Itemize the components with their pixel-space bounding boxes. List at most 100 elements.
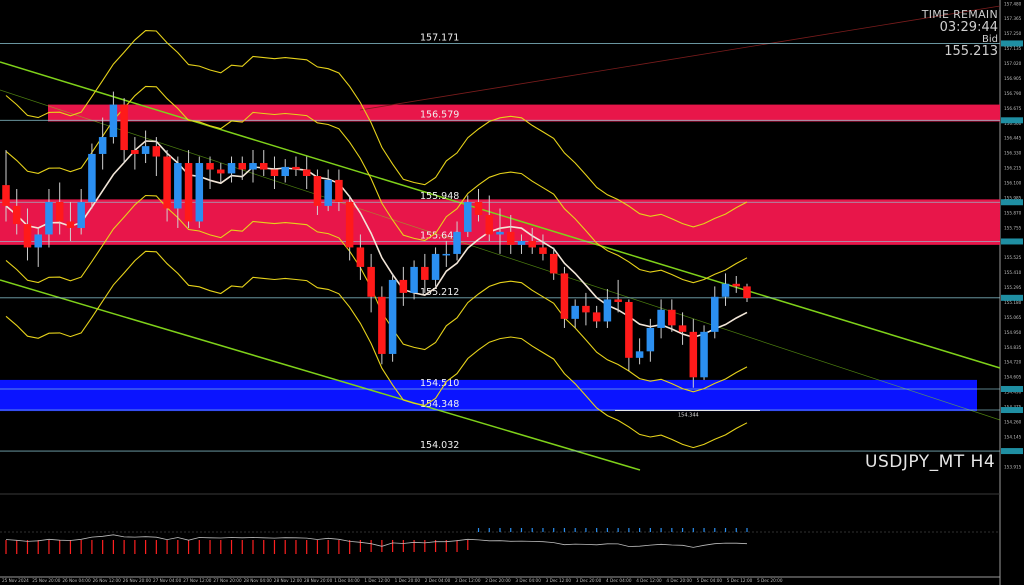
candle-body bbox=[34, 234, 42, 248]
candle-body bbox=[238, 163, 247, 170]
candle-body bbox=[442, 253, 451, 256]
zone-supply-upper bbox=[48, 104, 1000, 122]
candle-body bbox=[109, 104, 118, 138]
x-tick-label: 27 Nov 04:00 bbox=[153, 578, 182, 583]
candle-body bbox=[195, 163, 204, 222]
candle-body bbox=[657, 309, 665, 328]
x-tick-label: 3 Dec 04:00 bbox=[515, 578, 541, 583]
y-tick-label: 155.870 bbox=[1004, 210, 1022, 215]
channel-line bbox=[0, 89, 1001, 421]
y-tick-label: 157.135 bbox=[1004, 46, 1022, 51]
timer-label: TIME REMAIN bbox=[921, 8, 998, 21]
candle-body bbox=[378, 296, 386, 354]
candle-body bbox=[453, 231, 461, 254]
candle-body bbox=[635, 351, 644, 358]
candle-body bbox=[625, 301, 633, 358]
candle-body bbox=[174, 163, 182, 209]
candle-body bbox=[603, 299, 612, 322]
level-label: 156.579 bbox=[420, 109, 459, 120]
candle-body bbox=[410, 266, 418, 293]
x-tick-label: 2 Dec 12:00 bbox=[455, 578, 481, 583]
x-tick-label: 3 Dec 20:00 bbox=[576, 578, 602, 583]
candle-body bbox=[399, 279, 408, 293]
y-tick-label: 155.410 bbox=[1004, 270, 1022, 275]
y-tick-label: 156.100 bbox=[1004, 181, 1022, 186]
x-tick-label: 26 Nov 20:00 bbox=[123, 578, 152, 583]
candle-body bbox=[131, 150, 139, 154]
level-price-tag bbox=[1001, 294, 1023, 301]
level-label: 154.510 bbox=[420, 378, 459, 389]
y-tick-label: 156.215 bbox=[1004, 166, 1022, 171]
y-tick-label: 154.375 bbox=[1004, 405, 1022, 410]
x-tick-label: 1 Dec 12:00 bbox=[364, 578, 390, 583]
candle-body bbox=[528, 240, 536, 248]
y-tick-label: 154.605 bbox=[1004, 375, 1022, 380]
x-tick-label: 5 Dec 20:00 bbox=[757, 578, 783, 583]
candle-body bbox=[721, 283, 730, 297]
level-price-tag bbox=[1001, 385, 1023, 392]
candle-body bbox=[367, 266, 375, 297]
candle-body bbox=[324, 179, 332, 206]
x-tick-label: 3 Dec 12:00 bbox=[546, 578, 572, 583]
y-tick-label: 156.330 bbox=[1004, 151, 1022, 156]
y-tick-label: 154.260 bbox=[1004, 419, 1022, 424]
candle-body bbox=[313, 176, 322, 206]
level-label: 155.646 bbox=[420, 230, 459, 241]
candle-body bbox=[592, 312, 601, 322]
candle-body bbox=[689, 331, 698, 378]
y-tick-label: 154.835 bbox=[1004, 345, 1022, 350]
candle-body bbox=[292, 166, 300, 170]
y-tick-label: 156.445 bbox=[1004, 136, 1022, 141]
candle-body bbox=[12, 205, 21, 225]
candle-body bbox=[152, 146, 161, 157]
candle-body bbox=[206, 163, 214, 170]
candle-body bbox=[23, 224, 32, 248]
candle-body bbox=[227, 163, 236, 174]
hud-panel: TIME REMAIN 03:29:44 Bid 155.213 bbox=[922, 8, 998, 58]
trend-line-faint bbox=[359, 5, 1001, 111]
candle-body bbox=[88, 153, 96, 202]
candle-body bbox=[281, 166, 289, 177]
x-tick-label: 4 Dec 04:00 bbox=[606, 578, 632, 583]
y-tick-label: 155.525 bbox=[1004, 255, 1022, 260]
candle-body bbox=[678, 325, 687, 332]
envelope-band bbox=[5, 250, 748, 449]
y-tick-label: 155.985 bbox=[1004, 195, 1022, 200]
level-price-tag bbox=[1001, 407, 1023, 414]
y-tick-label: 157.020 bbox=[1004, 61, 1022, 66]
level-price-tag bbox=[1001, 40, 1023, 47]
level-label: 155.212 bbox=[420, 287, 459, 298]
candle-body bbox=[335, 179, 343, 202]
level-label: 157.171 bbox=[420, 32, 459, 43]
x-tick-label: 4 Dec 12:00 bbox=[636, 578, 662, 583]
candle-body bbox=[517, 240, 526, 245]
x-tick-label: 27 Nov 12:00 bbox=[183, 578, 212, 583]
level-price-tag bbox=[1001, 199, 1023, 206]
candle-body bbox=[163, 156, 171, 209]
x-tick-label: 1 Dec 04:00 bbox=[334, 578, 360, 583]
candle-body bbox=[614, 299, 622, 302]
x-tick-label: 26 Nov 12:00 bbox=[93, 578, 122, 583]
candle-body bbox=[421, 266, 429, 280]
envelope-band bbox=[5, 30, 748, 228]
x-tick-label: 5 Dec 12:00 bbox=[727, 578, 753, 583]
candle-body bbox=[259, 163, 268, 170]
envelope-band bbox=[5, 85, 748, 284]
x-tick-label: 28 Nov 12:00 bbox=[274, 578, 303, 583]
candle-body bbox=[549, 253, 558, 274]
y-tick-label: 157.365 bbox=[1004, 16, 1022, 21]
indicator-line bbox=[5, 534, 748, 548]
candle-body bbox=[485, 214, 494, 235]
candle-body bbox=[582, 305, 590, 313]
x-tick-label: 4 Dec 20:00 bbox=[666, 578, 692, 583]
bid-value: 155.213 bbox=[944, 44, 998, 59]
candle-body bbox=[646, 327, 655, 352]
y-tick-label: 155.180 bbox=[1004, 300, 1022, 305]
x-tick-label: 25 Nov 2024 bbox=[2, 578, 29, 583]
candle-body bbox=[743, 286, 751, 299]
channel-line bbox=[0, 279, 641, 471]
candle-body bbox=[55, 201, 64, 222]
x-tick-label: 27 Nov 20:00 bbox=[213, 578, 242, 583]
candle-body bbox=[356, 247, 365, 267]
